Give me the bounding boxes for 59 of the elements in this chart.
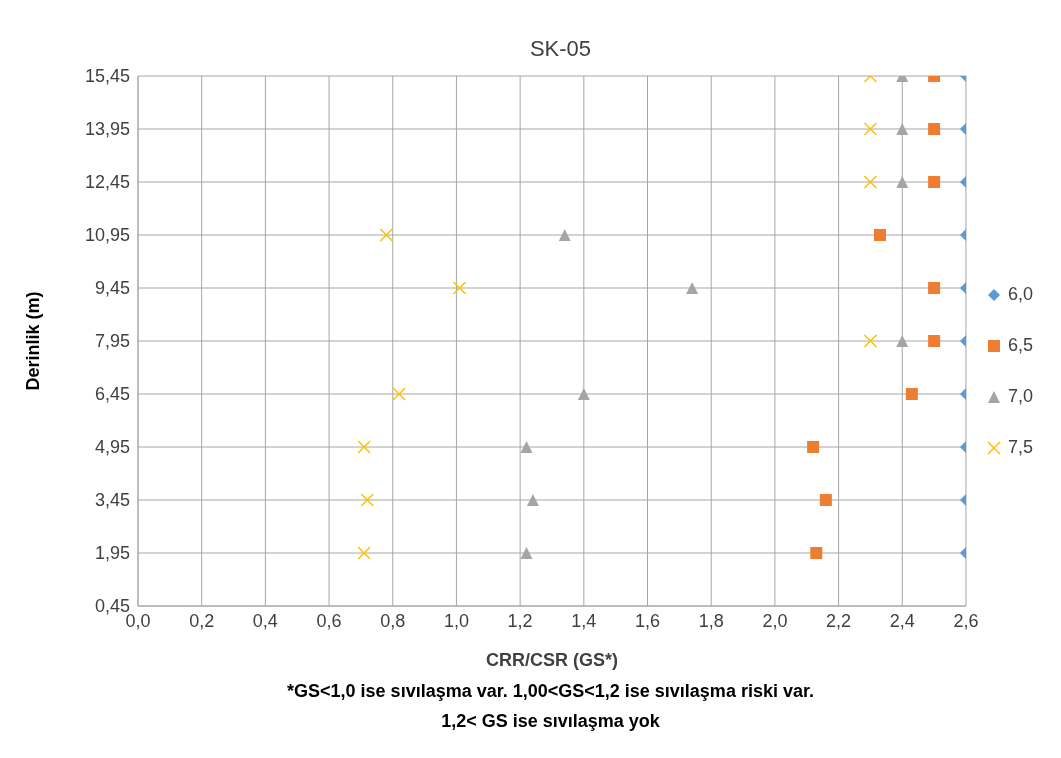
point [928, 282, 941, 294]
y-tick-label: 4,95 [94, 437, 130, 458]
y-tick-label: 1,95 [94, 543, 130, 564]
point [863, 122, 878, 136]
point [928, 335, 941, 347]
x-tick-label: 0,2 [189, 610, 215, 631]
point [392, 387, 406, 401]
legend-label: 7,0 [1007, 386, 1033, 407]
y-tick-label: 10,95 [84, 225, 130, 246]
legend-label: 6,0 [1007, 284, 1033, 305]
x-tick-label: 2,2 [826, 610, 852, 631]
point [577, 388, 590, 400]
x-tick-label: 0,4 [252, 610, 278, 631]
x-tick-label: 2,0 [762, 610, 788, 631]
x-tick-label: 1,0 [443, 610, 469, 631]
x-axis-title: CRR/CSR (GS*) [485, 650, 618, 670]
y-tick-label: 9,45 [94, 278, 130, 299]
point [357, 440, 371, 454]
x-tick-label: 0,6 [316, 610, 342, 631]
point [810, 547, 823, 559]
x-tick-label: 0,8 [380, 610, 406, 631]
point [905, 388, 918, 400]
y-tick-label: 7,95 [94, 331, 130, 352]
point [896, 123, 909, 135]
point [928, 123, 941, 135]
y-tick-label: 15,45 [84, 66, 130, 87]
y-axis-title: Derinlik (m) [23, 291, 44, 391]
text: 1,2< GS ise sıvılaşma yok [440, 710, 661, 733]
point [520, 441, 533, 453]
point [520, 547, 533, 559]
point [928, 176, 941, 188]
y-tick-label: 13,95 [84, 119, 130, 140]
point [896, 335, 909, 347]
text: *GS<1,0 ise sıvılaşma var. 1,00<GS<1,2 ise sıvılaşma riski var. [286, 680, 815, 703]
y-tick-label: 12,45 [84, 172, 130, 193]
x-tick-label: 1,4 [571, 610, 597, 631]
point [558, 229, 571, 241]
x-tick-label: 1,2 [507, 610, 533, 631]
y-tick-label: 3,45 [94, 490, 130, 511]
point [807, 441, 820, 453]
point [873, 229, 886, 241]
point [452, 281, 467, 295]
point [896, 176, 909, 188]
chart-title: SK-05 [528, 35, 593, 63]
legend-label: 7,5 [1007, 437, 1033, 458]
point [863, 334, 878, 348]
point [819, 494, 832, 506]
x-tick-label: 1,8 [698, 610, 724, 631]
legend-label: 6,5 [1007, 335, 1033, 356]
y-tick-label: 6,45 [94, 384, 130, 405]
point [357, 546, 371, 560]
point [686, 282, 699, 294]
x-tick-label: 2,6 [953, 610, 979, 631]
x-tick-label: 2,4 [889, 610, 915, 631]
point [360, 493, 375, 507]
point [379, 228, 394, 242]
point [526, 494, 539, 506]
point [863, 175, 878, 189]
x-tick-label: 1,6 [635, 610, 661, 631]
